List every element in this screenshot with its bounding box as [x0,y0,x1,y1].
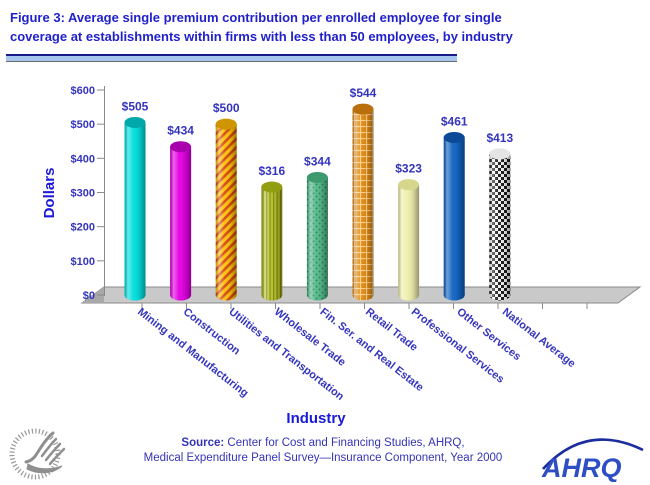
y-axis-title: Dollars [41,168,58,219]
y-axis: $0 $100 $200 $300 $400 $500 $600 [71,85,105,302]
bar-value-label: $505 [122,99,149,113]
bar-value-label: $544 [350,86,377,100]
x-axis-title: Industry [286,410,346,427]
bar-value-label: $316 [258,164,285,178]
bar-value-label: $344 [304,154,331,168]
bar-top-cap [489,148,511,160]
y-tick-label: $100 [71,256,95,268]
y-tick-label: $400 [71,153,95,165]
y-tick-label: $200 [71,222,95,234]
ahrq-logo-arc [542,438,644,470]
source-note: Source: Center for Cost and Financing St… [88,436,558,466]
y-tick-label: $300 [71,188,95,200]
bar-top-cap [124,116,146,128]
hhs-eagle-logo [9,428,66,480]
bar-value-label: $500 [213,101,240,115]
bar-top-cap [352,103,374,115]
category-label: Professional Services [409,306,506,386]
bar-top-cap [443,131,465,143]
source-line1: Source: Center for Cost and Financing St… [88,436,558,451]
ahrq-logo: AHRQ [541,438,644,482]
bar-top-cap [215,118,237,130]
y-tick-label: $600 [71,85,95,97]
hhs-logo-eagle [24,431,66,474]
source-prefix: Source: [181,437,225,449]
y-tick-label: $0 [83,290,95,302]
source-line1-text: Center for Cost and Financing Studies, A… [224,437,465,449]
bar-value-label: $461 [441,114,468,128]
category-label: National Average [500,306,578,370]
source-line2: Medical Expenditure Panel Survey—Insuran… [143,452,503,464]
figure-title: Figure 3: Average single premium contrib… [10,8,630,46]
bar-value-label: $434 [167,124,194,138]
bar-top-cap [306,171,328,183]
bar-top-cap [261,181,283,193]
title-underline-rule [6,54,457,62]
bar-cylinder: $413 National Average [486,131,577,370]
bar-top-cap [170,141,192,153]
bar-value-label: $413 [486,131,513,145]
bar-top-cap [398,179,420,191]
figure-title-line1: Figure 3: Average single premium contrib… [10,10,502,25]
figure-title-line2: coverage at establishments within firms … [10,29,513,44]
bar-value-label: $323 [395,162,422,176]
ahrq-logo-text: AHRQ [541,453,622,482]
y-tick-label: $500 [71,119,95,131]
